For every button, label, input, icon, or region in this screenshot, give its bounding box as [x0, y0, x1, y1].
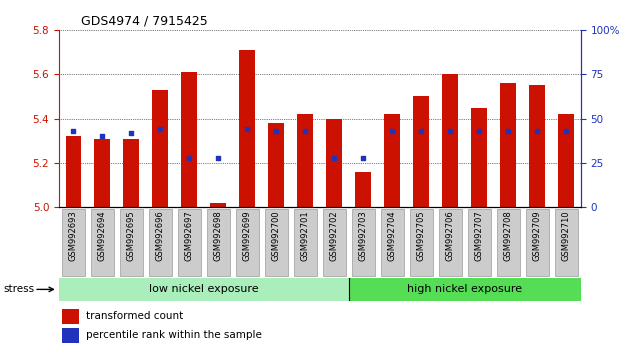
Point [184, 155, 194, 160]
Text: GSM992701: GSM992701 [301, 211, 310, 261]
Text: GSM992710: GSM992710 [561, 211, 571, 261]
FancyBboxPatch shape [149, 209, 172, 276]
Bar [94, 138, 111, 207]
Text: percentile rank within the sample: percentile rank within the sample [86, 330, 261, 341]
Text: GSM992693: GSM992693 [69, 211, 78, 261]
Bar [297, 114, 313, 207]
FancyBboxPatch shape [323, 209, 346, 276]
Point [532, 128, 542, 134]
FancyBboxPatch shape [178, 209, 201, 276]
Text: GSM992709: GSM992709 [533, 211, 542, 261]
Bar [239, 50, 255, 207]
Bar [384, 114, 400, 207]
Point [214, 155, 224, 160]
Bar [558, 114, 574, 207]
Point [271, 128, 281, 134]
Bar [327, 119, 342, 207]
Point [503, 128, 513, 134]
Text: GSM992703: GSM992703 [359, 211, 368, 261]
Bar [211, 202, 226, 207]
Point [416, 128, 426, 134]
Bar [414, 96, 429, 207]
Text: GSM992694: GSM992694 [98, 211, 107, 261]
FancyBboxPatch shape [381, 209, 404, 276]
Text: GSM992706: GSM992706 [446, 211, 455, 261]
Text: GSM992705: GSM992705 [417, 211, 426, 261]
Bar [152, 90, 168, 207]
FancyBboxPatch shape [265, 209, 288, 276]
FancyBboxPatch shape [410, 209, 433, 276]
Text: GSM992695: GSM992695 [127, 211, 136, 261]
Bar [59, 278, 349, 301]
Point [561, 128, 571, 134]
Bar [529, 85, 545, 207]
Bar [355, 172, 371, 207]
Bar [471, 108, 487, 207]
Text: transformed count: transformed count [86, 311, 183, 321]
Point [127, 130, 137, 136]
Bar [124, 138, 139, 207]
Point [388, 128, 397, 134]
Bar [349, 278, 581, 301]
Text: GSM992702: GSM992702 [330, 211, 339, 261]
Text: GSM992704: GSM992704 [388, 211, 397, 261]
Point [474, 128, 484, 134]
FancyBboxPatch shape [438, 209, 462, 276]
Text: GSM992708: GSM992708 [504, 211, 513, 261]
Point [97, 133, 107, 139]
Point [155, 126, 165, 132]
Text: GSM992697: GSM992697 [185, 211, 194, 261]
FancyBboxPatch shape [294, 209, 317, 276]
Text: low nickel exposure: low nickel exposure [149, 284, 259, 295]
Bar [501, 83, 516, 207]
Text: GSM992707: GSM992707 [474, 211, 484, 261]
FancyBboxPatch shape [497, 209, 520, 276]
FancyBboxPatch shape [468, 209, 491, 276]
Text: GSM992698: GSM992698 [214, 211, 223, 261]
Text: GSM992699: GSM992699 [243, 211, 252, 261]
FancyBboxPatch shape [91, 209, 114, 276]
FancyBboxPatch shape [62, 209, 85, 276]
Bar [268, 123, 284, 207]
Text: stress: stress [3, 284, 34, 295]
Point [242, 126, 252, 132]
FancyBboxPatch shape [555, 209, 578, 276]
Point [301, 128, 310, 134]
FancyBboxPatch shape [525, 209, 549, 276]
FancyBboxPatch shape [120, 209, 143, 276]
FancyBboxPatch shape [207, 209, 230, 276]
Text: GSM992700: GSM992700 [272, 211, 281, 261]
Bar [66, 136, 81, 207]
Bar [62, 328, 79, 343]
Bar [62, 309, 79, 324]
FancyBboxPatch shape [351, 209, 375, 276]
Text: GDS4974 / 7915425: GDS4974 / 7915425 [81, 14, 207, 27]
Point [329, 155, 339, 160]
Bar [181, 72, 197, 207]
Point [68, 128, 78, 134]
Bar [442, 74, 458, 207]
Point [445, 128, 455, 134]
Text: high nickel exposure: high nickel exposure [407, 284, 522, 295]
Text: GSM992696: GSM992696 [156, 211, 165, 261]
FancyBboxPatch shape [236, 209, 259, 276]
Point [358, 155, 368, 160]
